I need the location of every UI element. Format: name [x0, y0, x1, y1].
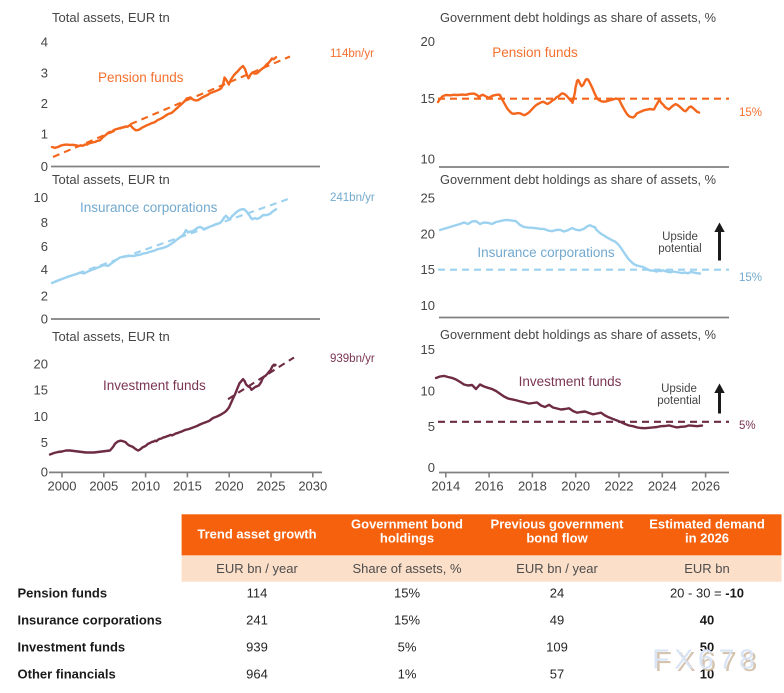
- svg-text:Pension funds: Pension funds: [492, 45, 578, 60]
- svg-text:15%: 15%: [394, 613, 420, 628]
- svg-text:109: 109: [546, 640, 568, 655]
- svg-text:241: 241: [246, 613, 268, 628]
- svg-text:20: 20: [34, 357, 48, 372]
- svg-text:Total assets, EUR tn: Total assets, EUR tn: [52, 329, 170, 344]
- svg-text:5%: 5%: [398, 640, 417, 655]
- svg-text:Pension funds: Pension funds: [18, 586, 108, 601]
- svg-text:in 2026: in 2026: [685, 531, 729, 546]
- svg-text:50: 50: [700, 640, 714, 655]
- svg-text:2005: 2005: [89, 479, 118, 494]
- svg-text:15%: 15%: [739, 272, 762, 284]
- svg-text:2016: 2016: [475, 479, 504, 494]
- svg-text:2020: 2020: [561, 479, 590, 494]
- svg-text:10: 10: [421, 383, 435, 398]
- svg-text:5%: 5%: [739, 420, 756, 432]
- svg-text:bond flow: bond flow: [526, 531, 588, 546]
- svg-text:0: 0: [428, 460, 435, 475]
- svg-text:114bn/yr: 114bn/yr: [330, 48, 374, 60]
- svg-text:Estimated demand: Estimated demand: [649, 517, 765, 532]
- svg-text:5: 5: [428, 419, 435, 434]
- svg-text:Trend asset growth: Trend asset growth: [197, 527, 316, 542]
- svg-text:8: 8: [41, 215, 48, 230]
- svg-text:EUR bn: EUR bn: [684, 561, 730, 576]
- svg-text:25: 25: [421, 191, 435, 206]
- svg-text:15: 15: [34, 383, 48, 398]
- svg-text:Share of assets, %: Share of assets, %: [352, 561, 462, 576]
- svg-text:2014: 2014: [431, 479, 460, 494]
- svg-text:6: 6: [41, 239, 48, 254]
- svg-text:2010: 2010: [131, 479, 160, 494]
- svg-text:2020: 2020: [215, 479, 244, 494]
- svg-text:2024: 2024: [648, 479, 677, 494]
- svg-text:49: 49: [550, 613, 564, 628]
- svg-text:964: 964: [246, 667, 268, 682]
- svg-text:Upside: Upside: [662, 231, 698, 243]
- svg-text:24: 24: [550, 586, 564, 601]
- svg-text:0: 0: [41, 464, 48, 479]
- svg-text:2: 2: [41, 288, 48, 303]
- svg-text:EUR bn / year: EUR bn / year: [216, 561, 298, 576]
- svg-text:2015: 2015: [173, 479, 202, 494]
- svg-text:4: 4: [41, 262, 48, 277]
- svg-text:20: 20: [421, 34, 435, 49]
- svg-text:10: 10: [700, 667, 714, 682]
- svg-text:Total assets, EUR tn: Total assets, EUR tn: [52, 172, 170, 187]
- svg-text:3: 3: [41, 66, 48, 81]
- svg-text:FX678: FX678: [652, 644, 760, 675]
- svg-text:Insurance corporations: Insurance corporations: [477, 245, 615, 260]
- svg-text:5: 5: [41, 435, 48, 450]
- svg-text:15%: 15%: [394, 586, 420, 601]
- svg-text:Investment funds: Investment funds: [519, 374, 622, 389]
- svg-text:Pension funds: Pension funds: [98, 70, 184, 85]
- svg-text:Upside: Upside: [661, 383, 697, 395]
- svg-text:57: 57: [550, 667, 564, 682]
- svg-text:939: 939: [246, 640, 268, 655]
- svg-text:4: 4: [41, 35, 48, 50]
- svg-text:15%: 15%: [739, 107, 762, 119]
- svg-text:EUR bn / year: EUR bn / year: [516, 561, 598, 576]
- svg-text:Government debt holdings as sh: Government debt holdings as share of ass…: [440, 10, 716, 25]
- svg-text:10: 10: [421, 298, 435, 313]
- svg-text:Insurance corporations: Insurance corporations: [18, 613, 162, 628]
- svg-text:holdings: holdings: [380, 531, 434, 546]
- svg-text:2022: 2022: [605, 479, 634, 494]
- svg-text:2000: 2000: [48, 479, 77, 494]
- svg-text:15: 15: [421, 91, 435, 106]
- svg-text:1: 1: [41, 127, 48, 142]
- svg-text:2025: 2025: [257, 479, 286, 494]
- svg-text:FX678: FX678: [655, 646, 763, 677]
- svg-text:15: 15: [421, 342, 435, 357]
- svg-text:Investment funds: Investment funds: [18, 640, 126, 655]
- svg-text:2026: 2026: [691, 479, 720, 494]
- svg-text:2030: 2030: [298, 479, 327, 494]
- svg-text:Total assets, EUR tn: Total assets, EUR tn: [52, 10, 170, 25]
- svg-text:0: 0: [41, 311, 48, 326]
- svg-text:2018: 2018: [518, 479, 547, 494]
- svg-text:Investment funds: Investment funds: [103, 378, 206, 393]
- svg-text:20 - 30 = -10: 20 - 30 = -10: [670, 586, 744, 601]
- svg-text:20: 20: [421, 227, 435, 242]
- svg-text:Previous government: Previous government: [491, 517, 625, 532]
- svg-text:potential: potential: [657, 395, 700, 407]
- svg-text:Government debt holdings as sh: Government debt holdings as share of ass…: [440, 172, 716, 187]
- svg-text:10: 10: [421, 152, 435, 167]
- svg-text:Other financials: Other financials: [18, 667, 116, 682]
- svg-text:40: 40: [700, 613, 714, 628]
- svg-text:1%: 1%: [398, 667, 417, 682]
- svg-text:Insurance corporations: Insurance corporations: [80, 200, 218, 215]
- svg-text:0: 0: [41, 159, 48, 174]
- svg-text:Government debt holdings as sh: Government debt holdings as share of ass…: [440, 327, 716, 342]
- svg-text:10: 10: [34, 190, 48, 205]
- svg-text:Government bond: Government bond: [351, 517, 463, 532]
- svg-text:potential: potential: [658, 243, 701, 255]
- svg-text:939bn/yr: 939bn/yr: [330, 353, 375, 365]
- svg-text:2: 2: [41, 96, 48, 111]
- svg-text:10: 10: [34, 409, 48, 424]
- svg-text:241bn/yr: 241bn/yr: [330, 192, 375, 204]
- svg-text:15: 15: [421, 262, 435, 277]
- svg-text:114: 114: [247, 586, 268, 601]
